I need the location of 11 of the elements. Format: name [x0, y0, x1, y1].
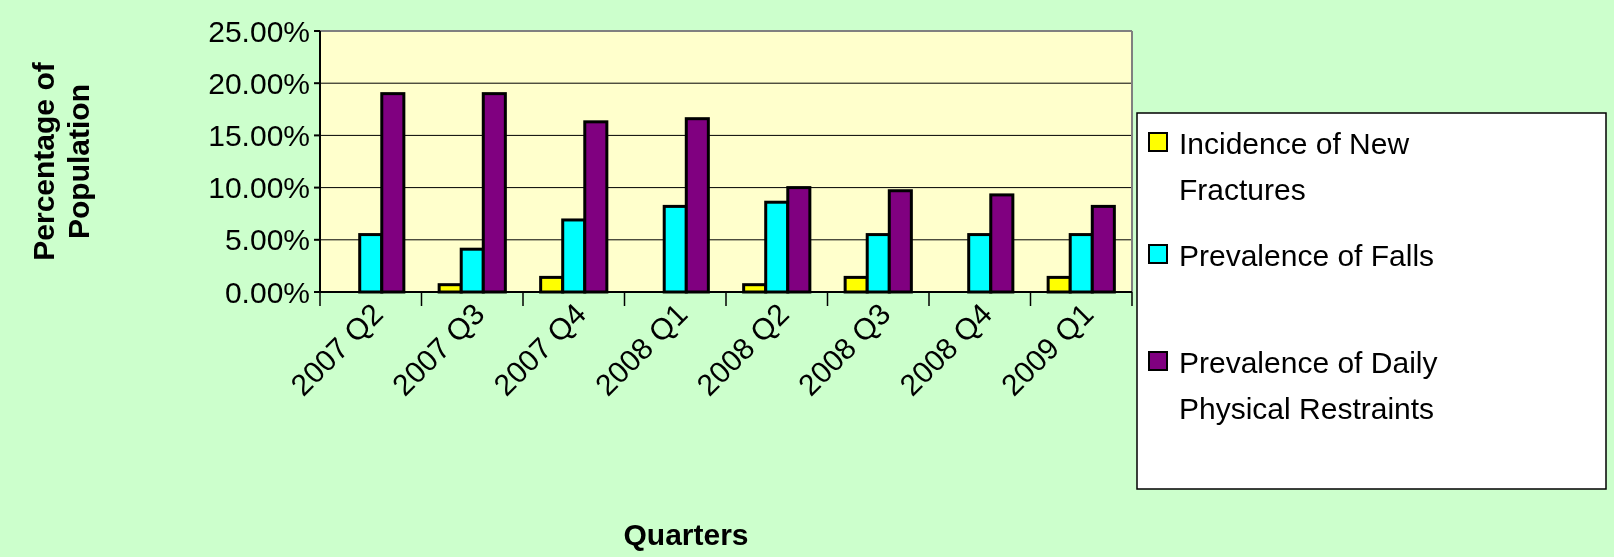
legend-label: Prevalence of Daily Physical Restraints	[1179, 346, 1438, 425]
x-axis-title: Quarters	[623, 518, 749, 551]
y-tick-label: 0.00%	[224, 275, 310, 309]
y-axis-title: Percentage of Population	[27, 61, 95, 261]
y-tick-label: 10.00%	[208, 171, 310, 205]
y-tick-label: 5.00%	[224, 223, 310, 257]
legend-label: Incidence of New Fractures	[1179, 127, 1410, 206]
y-tick-label: 25.00%	[208, 14, 310, 48]
y-tick-label: 15.00%	[208, 118, 310, 152]
legend-label: Prevalence of Falls	[1179, 239, 1435, 272]
y-tick-label: 20.00%	[208, 66, 310, 100]
